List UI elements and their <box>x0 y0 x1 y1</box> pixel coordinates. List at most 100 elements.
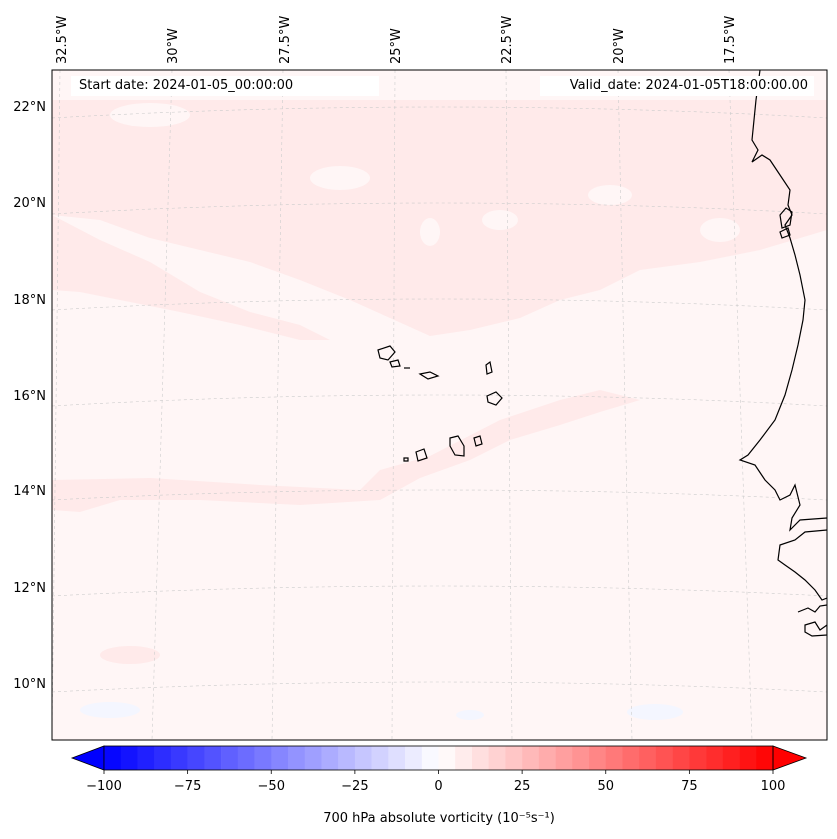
lon-tick-label: 20°W <box>612 28 627 64</box>
colorbar-segments <box>104 746 774 770</box>
colorbar-segment <box>739 746 757 770</box>
colorbar-tick-label: 75 <box>681 779 698 794</box>
africa-coastline <box>804 621 827 637</box>
island-outline <box>389 359 401 368</box>
meridian-line <box>505 70 513 740</box>
africa-coastline <box>738 70 827 532</box>
colorbar-tick-label: 50 <box>597 779 614 794</box>
colorbar-segment <box>689 746 707 770</box>
colorbar-segment <box>672 746 690 770</box>
meridian-line <box>728 70 753 740</box>
lon-tick-label: 17.5°W <box>723 16 738 64</box>
colorbar-segment <box>187 746 205 770</box>
colorbar-segment <box>622 746 640 770</box>
lat-tick-label: 20°N <box>13 196 46 211</box>
lat-tick-label: 12°N <box>13 581 46 596</box>
colorbar-segment <box>271 746 289 770</box>
lat-tick-label: 18°N <box>13 293 46 308</box>
colorbar-segment <box>505 746 523 770</box>
meridian-line <box>151 70 173 740</box>
colorbar-segment <box>639 746 657 770</box>
colorbar-segment <box>605 746 623 770</box>
parallel-line <box>52 298 827 311</box>
lat-tick-label: 16°N <box>13 389 46 404</box>
colorbar-segment <box>154 746 172 770</box>
colorbar-segment <box>104 746 122 770</box>
field-patch <box>627 704 683 720</box>
field-patch <box>482 210 518 230</box>
field-band-south <box>52 390 640 512</box>
colorbar-ticks: −100 −75 −50 −25 0 25 50 75 100 <box>86 770 785 794</box>
colorbar-segment <box>589 746 607 770</box>
colorbar-segment <box>287 746 305 770</box>
coastlines <box>377 70 827 637</box>
lon-tick-label: 30°W <box>166 28 181 64</box>
latitude-labels: 22°N 20°N 18°N 16°N 14°N 12°N 10°N <box>13 100 46 692</box>
field-patch <box>588 185 632 205</box>
parallel-line <box>52 106 827 119</box>
africa-coastline <box>777 529 827 601</box>
field-patch <box>80 702 140 718</box>
colorbar-segment <box>405 746 423 770</box>
colorbar-tick-label: 25 <box>514 779 531 794</box>
parallel-line <box>52 394 827 407</box>
colorbar-segment <box>137 746 155 770</box>
lat-tick-label: 22°N <box>13 100 46 115</box>
colorbar-segment <box>321 746 339 770</box>
colorbar-segment <box>538 746 556 770</box>
colorbar-segment <box>338 746 356 770</box>
lon-tick-label: 25°W <box>389 28 404 64</box>
colorbar-segment <box>756 746 774 770</box>
colorbar-tick-label: −25 <box>341 779 368 794</box>
field-patch <box>420 218 440 246</box>
colorbar-segment <box>706 746 724 770</box>
island-outline <box>418 371 440 380</box>
meridian-line <box>617 70 633 740</box>
colorbar-segment <box>522 746 540 770</box>
longitude-labels: 32.5°W 30°W 27.5°W 25°W 22.5°W 20°W 17.5… <box>55 16 738 64</box>
island-outline <box>485 360 493 375</box>
africa-coastline <box>797 604 827 613</box>
meridian-line <box>52 70 61 740</box>
colorbar-segment <box>488 746 506 770</box>
parallel-line <box>52 489 827 501</box>
island-outline <box>486 391 503 406</box>
colorbar-segment <box>371 746 389 770</box>
colorbar-extend-high <box>772 745 808 771</box>
colorbar-segment <box>572 746 590 770</box>
colorbar-tick-label: −100 <box>86 779 122 794</box>
colorbar-tick-label: −75 <box>174 779 201 794</box>
lon-tick-label: 22.5°W <box>500 16 515 64</box>
island-outline <box>779 207 793 229</box>
lat-tick-label: 10°N <box>13 677 46 692</box>
island-outline <box>415 448 428 462</box>
field-patch <box>456 710 484 720</box>
colorbar-segment <box>304 746 322 770</box>
parallel-line <box>52 202 827 215</box>
map-frame <box>51 69 828 741</box>
colorbar-segment <box>555 746 573 770</box>
graticule <box>52 70 827 740</box>
field-band-west <box>52 215 330 340</box>
lon-tick-label: 27.5°W <box>278 16 293 64</box>
field-patch <box>110 103 190 127</box>
island-outline <box>473 435 483 447</box>
colorbar-tick-label: −50 <box>258 779 285 794</box>
island-outline <box>449 435 465 457</box>
colorbar-tick-label: 100 <box>761 779 786 794</box>
colorbar-segment <box>421 746 439 770</box>
field-patch <box>100 646 160 664</box>
colorbar-segment <box>655 746 673 770</box>
lon-tick-label: 32.5°W <box>55 16 70 64</box>
colorbar-segment <box>221 746 239 770</box>
colorbar-segment <box>388 746 406 770</box>
field-band-north <box>52 100 827 336</box>
colorbar-segment <box>120 746 138 770</box>
valid-date-label: Valid_date: 2024-01-05T18:00:00.00 <box>540 76 814 96</box>
meridian-line <box>391 70 396 740</box>
colorbar-segment <box>722 746 740 770</box>
start-date-label: Start date: 2024-01-05_00:00:00 <box>71 76 379 96</box>
colorbar-segment <box>354 746 372 770</box>
colorbar-label: 700 hPa absolute vorticity (10⁻⁵s⁻¹) <box>323 811 555 826</box>
